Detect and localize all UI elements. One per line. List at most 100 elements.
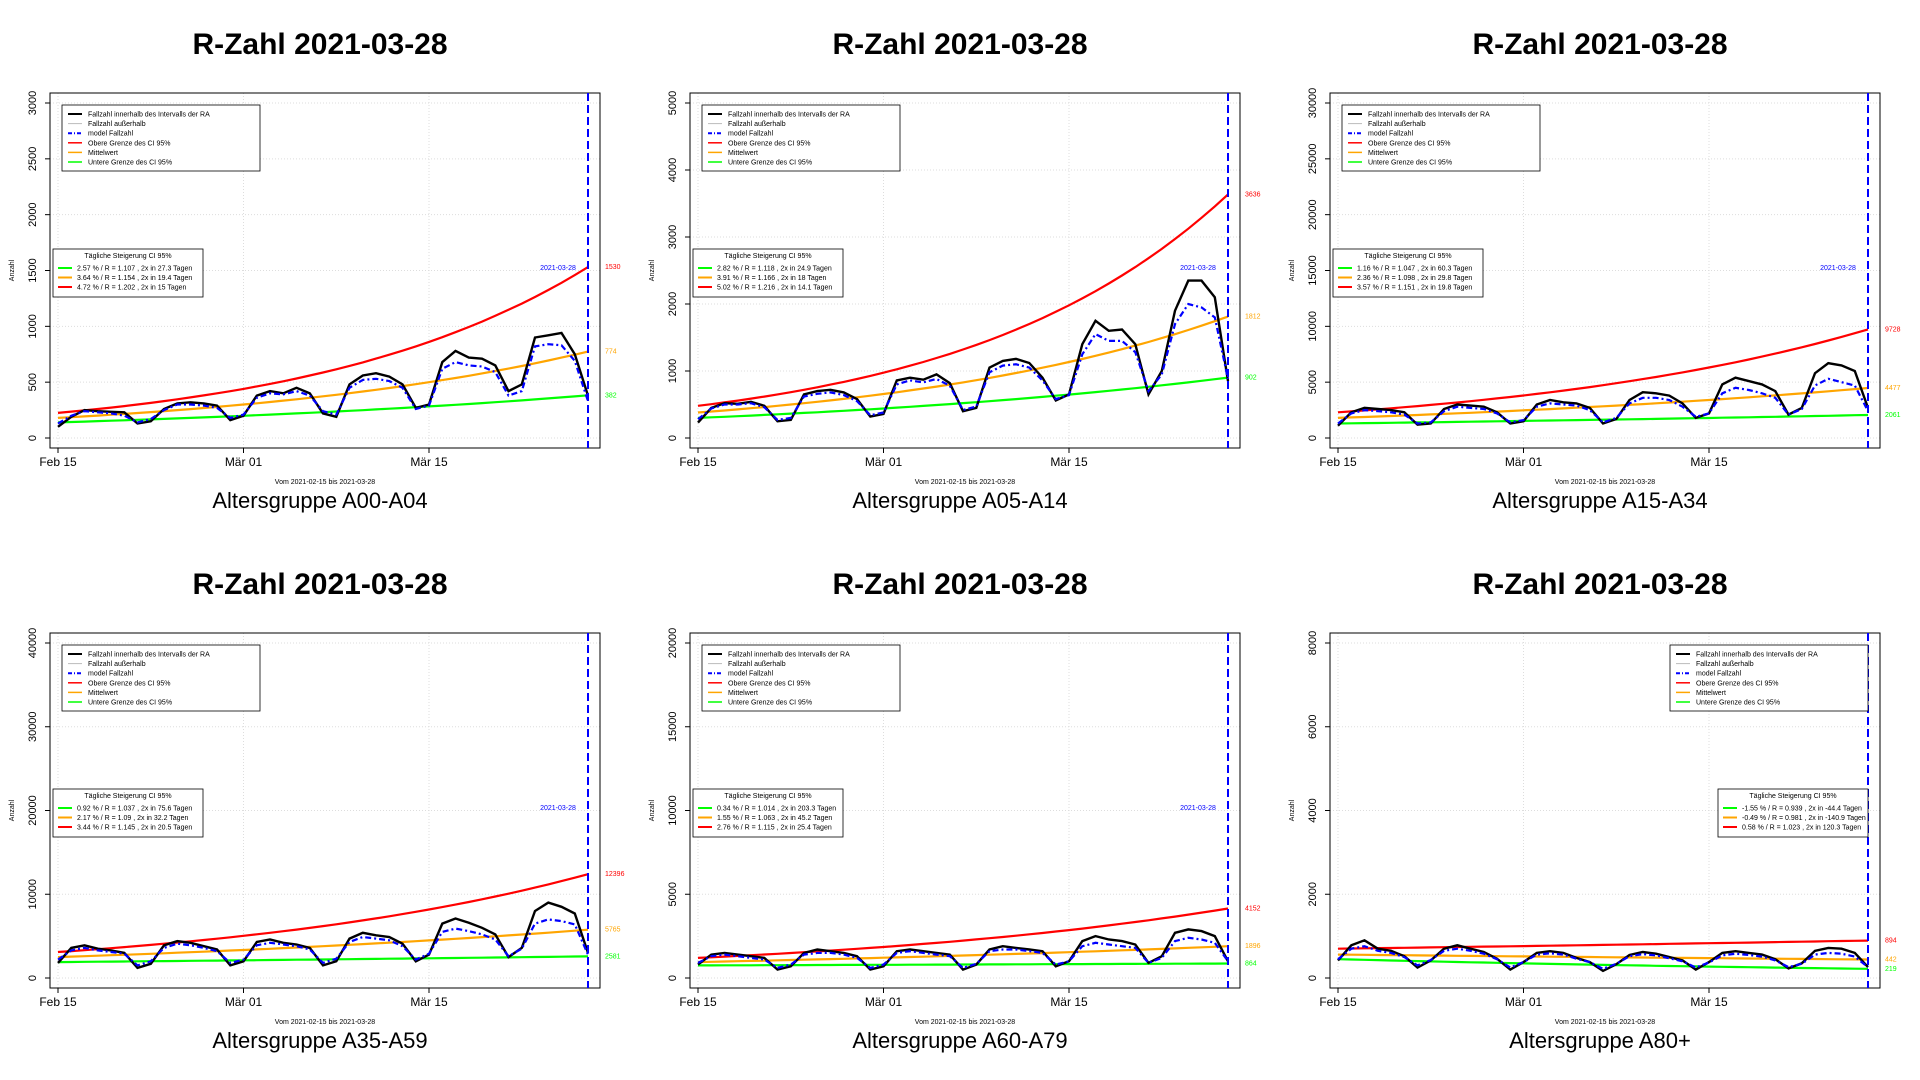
trend-end-label: 864 [1245, 961, 1257, 968]
cutoff-label: 2021-03-28 [540, 265, 576, 272]
legend-box [1669, 644, 1869, 712]
growth-label: 3.57 % / R = 1.151 , 2x in 19.8 Tagen [1357, 285, 1472, 292]
trend-end-label: 382 [605, 392, 617, 399]
y-tick-label: 10000 [1307, 311, 1319, 342]
x-tick-label: Mär 15 [1690, 455, 1728, 469]
growth-label: 2.17 % / R = 1.09 , 2x in 32.2 Tagen [77, 815, 188, 822]
x-tick-label: Mär 01 [1505, 455, 1543, 469]
legend-label: model Fallzahl [728, 131, 774, 138]
y-tick-label: 500 [27, 373, 39, 391]
legend-label: Untere Grenze des CI 95% [88, 700, 172, 707]
x-axis-note: Vom 2021-02-15 bis 2021-03-28 [1555, 1019, 1656, 1026]
chart-title: R-Zahl 2021-03-28 [832, 568, 1088, 601]
model-series-line [697, 936, 1229, 970]
trend-line [1337, 958, 1869, 970]
trend-line [57, 394, 589, 424]
cutoff-label: 2021-03-28 [1180, 265, 1216, 272]
y-tick-label: 1000 [27, 314, 39, 338]
legend-label: model Fallzahl [88, 671, 134, 678]
x-tick-label: Mär 01 [225, 995, 263, 1009]
legend: Fallzahl innerhalb des Intervalls der RA… [61, 644, 261, 712]
legend-label: Fallzahl außerhalb [1696, 661, 1754, 668]
legend: Fallzahl innerhalb des Intervalls der RA… [61, 104, 261, 172]
legend-label: model Fallzahl [1368, 131, 1414, 138]
x-tick-label: Mär 15 [410, 995, 448, 1009]
y-axis-label: Anzahl [9, 259, 16, 281]
legend-label: model Fallzahl [728, 671, 774, 678]
trend-end-label: 4152 [1245, 905, 1261, 912]
chart-subtitle: Altersgruppe A05-A14 [852, 488, 1068, 513]
growth-label: -1.55 % / R = 0.939 , 2x in -44.4 Tagen [1742, 806, 1862, 813]
legend-label: Obere Grenze des CI 95% [1368, 140, 1451, 147]
trend-line [57, 350, 589, 419]
legend-label: Mittelwert [88, 690, 118, 697]
trend-end-label: 442 [1885, 956, 1897, 963]
y-tick-label: 20000 [667, 628, 679, 659]
legend-label: Fallzahl innerhalb des Intervalls der RA [728, 652, 850, 659]
legend-label: Obere Grenze des CI 95% [88, 140, 171, 147]
growth-label: -0.49 % / R = 0.981 , 2x in -140.9 Tagen [1742, 815, 1866, 822]
plot-frame [689, 92, 1241, 449]
trend-line [1337, 953, 1869, 961]
y-tick-label: 30000 [1307, 88, 1319, 119]
model-series-line [57, 343, 590, 425]
legend-label: Untere Grenze des CI 95% [728, 160, 812, 167]
legend-label: Mittelwert [728, 690, 758, 697]
legend: Fallzahl innerhalb des Intervalls der RA… [701, 644, 901, 712]
legend: Fallzahl innerhalb des Intervalls der RA… [701, 104, 901, 172]
chart-panel: R-Zahl 2021-03-28 Altersgruppe A15-A34 0 50… [1280, 0, 1920, 540]
y-tick-label: 5000 [667, 91, 679, 115]
x-tick-label: Feb 15 [679, 455, 717, 469]
x-tick-label: Mär 15 [1050, 995, 1088, 1009]
y-tick-label: 0 [667, 435, 679, 441]
growth-label: 2.82 % / R = 1.118 , 2x in 24.9 Tagen [717, 266, 832, 273]
chart-svg: 0 10000 20000 30000 40000 Anzahl Feb 15 Mär 01 M… [9, 628, 625, 1026]
trend-line [1337, 386, 1869, 419]
y-tick-label: 20000 [1307, 199, 1319, 230]
growth-label: 2.57 % / R = 1.107 , 2x in 27.3 Tagen [77, 266, 192, 273]
legend-label: Fallzahl außerhalb [728, 121, 786, 128]
x-axis-note: Vom 2021-02-15 bis 2021-03-28 [275, 1019, 376, 1026]
legend-label: Mittelwert [728, 150, 758, 157]
legend-box [61, 104, 261, 172]
x-tick-label: Feb 15 [39, 455, 77, 469]
chart-title: R-Zahl 2021-03-28 [832, 28, 1088, 61]
chart-subtitle: Altersgruppe A80+ [1509, 1028, 1691, 1053]
observed-series-line [1337, 361, 1870, 427]
legend-label: Fallzahl außerhalb [88, 121, 146, 128]
y-tick-label: 15000 [1307, 255, 1319, 286]
growth-box-frame [1717, 788, 1869, 838]
legend-label: Fallzahl innerhalb des Intervalls der RA [88, 112, 210, 119]
y-tick-label: 4000 [667, 158, 679, 182]
growth-box-frame [52, 248, 204, 298]
y-axis-label: Anzahl [9, 799, 16, 821]
legend-label: Fallzahl innerhalb des Intervalls der RA [1368, 112, 1490, 119]
legend-box [1341, 104, 1541, 172]
chart-svg: 0 2000 4000 6000 8000 Anzahl Feb 15 Mär 01 Mär 1… [1289, 631, 1897, 1026]
y-tick-label: 1500 [27, 258, 39, 282]
growth-box-frame [52, 788, 204, 838]
x-tick-label: Mär 01 [225, 455, 263, 469]
chart-title: R-Zahl 2021-03-28 [192, 568, 448, 601]
trend-line [697, 907, 1229, 959]
growth-box: Tägliche Steigerung CI 95% -1.55 % / R = … [1717, 788, 1869, 838]
trend-line [1337, 413, 1869, 425]
legend-label: Obere Grenze des CI 95% [728, 140, 811, 147]
growth-box: Tägliche Steigerung CI 95% 2.82 % / R = 1… [692, 248, 844, 298]
chart-panel: R-Zahl 2021-03-28 Altersgruppe A35-A59 0 10… [0, 540, 640, 1080]
legend-box [701, 104, 901, 172]
growth-box: Tägliche Steigerung CI 95% 0.92 % / R = 1… [52, 788, 204, 838]
y-tick-label: 0 [1307, 975, 1319, 981]
chart-subtitle: Altersgruppe A35-A59 [212, 1028, 428, 1053]
chart-title: R-Zahl 2021-03-28 [1472, 568, 1728, 601]
y-axis-label: Anzahl [649, 799, 656, 821]
x-tick-label: Mär 15 [410, 455, 448, 469]
growth-box: Tägliche Steigerung CI 95% 1.16 % / R = 1… [1332, 248, 1484, 298]
trend-end-label: 219 [1885, 966, 1897, 973]
chart-panel: R-Zahl 2021-03-28 Altersgruppe A05-A14 0 10… [640, 0, 1280, 540]
trend-end-label: 1812 [1245, 314, 1261, 321]
y-tick-label: 2000 [27, 202, 39, 226]
growth-title: Tägliche Steigerung CI 95% [84, 253, 171, 260]
chart-subtitle: Altersgruppe A00-A04 [212, 488, 428, 513]
cutoff-label: 2021-03-28 [1820, 265, 1856, 272]
